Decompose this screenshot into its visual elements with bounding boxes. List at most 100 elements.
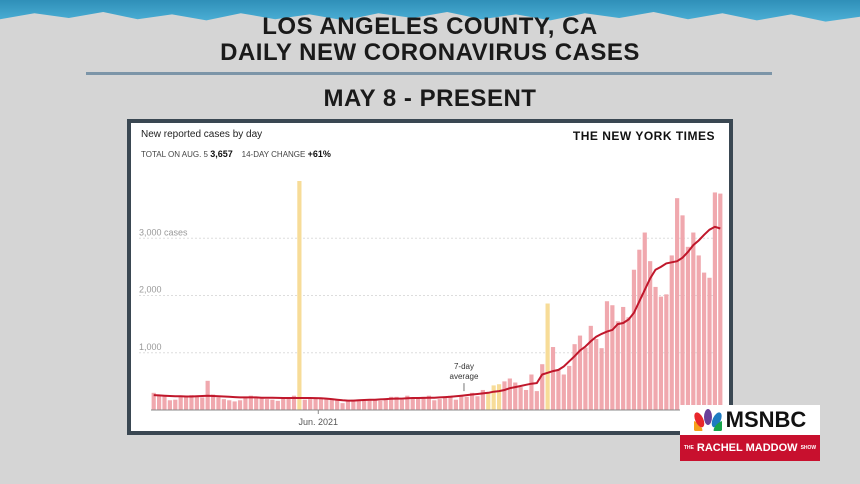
bar (200, 397, 205, 410)
bar (421, 396, 426, 410)
bar (567, 365, 572, 410)
bar (302, 399, 307, 410)
bar (675, 198, 680, 410)
bar (615, 321, 620, 410)
bar (189, 395, 194, 410)
annotation-line-1: 7-day (454, 362, 474, 371)
bar (696, 255, 701, 410)
bar (345, 401, 351, 410)
bar (453, 399, 458, 410)
bar (340, 403, 345, 410)
bar (383, 398, 388, 410)
bar (491, 385, 496, 410)
bar (648, 261, 653, 410)
title-line-2: DAILY NEW CORONAVIRUS CASES (220, 39, 640, 66)
bar (248, 395, 253, 410)
bar (405, 395, 410, 410)
bar (556, 369, 561, 410)
bar (313, 398, 318, 410)
network-name: MSNBC (725, 407, 807, 432)
bar (270, 399, 275, 410)
bar (329, 399, 334, 410)
bar (221, 399, 226, 410)
peacock-icon (693, 409, 722, 431)
bar (426, 395, 432, 410)
total-value: 3,657 (210, 149, 233, 159)
bar (243, 397, 248, 410)
bar (518, 387, 523, 410)
bar (496, 384, 502, 410)
bar (464, 396, 469, 410)
bar (621, 306, 626, 410)
bar (264, 399, 270, 410)
show-suffix: SHOW (800, 445, 817, 452)
bar (216, 397, 221, 410)
bar (232, 401, 237, 410)
bar (626, 317, 631, 410)
bar (469, 392, 475, 410)
total-label: TOTAL ON AUG. 5 (141, 150, 208, 159)
bar (718, 193, 723, 410)
bar (577, 335, 583, 410)
bar (669, 255, 674, 410)
date-range-title: MAY 8 - PRESENT (323, 85, 537, 112)
bar (475, 396, 480, 410)
bar (275, 400, 280, 410)
title-divider (86, 72, 772, 75)
bar (297, 181, 302, 410)
bar (664, 294, 669, 410)
source-label: THE NEW YORK TIMES (572, 129, 715, 143)
bar (486, 392, 491, 410)
bar (599, 348, 604, 410)
bar (286, 398, 291, 410)
bar (254, 396, 259, 410)
change-label: 14-DAY CHANGE (241, 150, 306, 159)
show-name: THE RACHEL MADDOW SHOW (680, 435, 820, 461)
bar (281, 397, 286, 410)
bar (378, 400, 383, 410)
bar (637, 249, 642, 410)
bar (362, 400, 367, 410)
x-tick-label: Jun. 2021 (299, 417, 339, 427)
bar (529, 374, 534, 410)
bar (588, 325, 593, 410)
bar (410, 398, 415, 410)
bar (653, 286, 658, 410)
bar (523, 389, 529, 410)
title-line-1: LOS ANGELES COUNTY, CA (262, 13, 598, 40)
bar (642, 232, 647, 410)
y-tick-label: 3,000 cases (139, 227, 188, 237)
bar (631, 269, 637, 410)
bar (561, 374, 566, 410)
show-title: RACHEL MADDOW (696, 442, 798, 454)
bar (210, 394, 216, 410)
bar (335, 399, 340, 410)
bar (399, 399, 405, 410)
bar (351, 399, 356, 410)
bar (572, 344, 577, 410)
bar (712, 192, 718, 410)
chart-subtitle: TOTAL ON AUG. 5 3,657 14-DAY CHANGE +61% (141, 149, 331, 159)
bar (691, 232, 696, 410)
bar (534, 391, 539, 410)
bar (545, 303, 550, 410)
bar (318, 398, 324, 410)
bar (459, 395, 464, 410)
bar (583, 347, 588, 410)
bar (502, 381, 507, 410)
chart-panel: 3,000 cases 2,000 1,000 7-day average Jun. 20… (127, 119, 733, 435)
bar (156, 395, 162, 410)
bar (707, 277, 712, 410)
bar (183, 396, 189, 410)
bar (480, 389, 485, 410)
bar (194, 396, 199, 410)
bar (372, 400, 378, 410)
bar (702, 272, 707, 410)
chart-title: New reported cases by day (141, 129, 263, 140)
show-prefix: THE (683, 445, 694, 452)
average-line (153, 225, 721, 402)
bar (448, 395, 453, 410)
bar (610, 305, 615, 410)
bar (513, 382, 518, 410)
